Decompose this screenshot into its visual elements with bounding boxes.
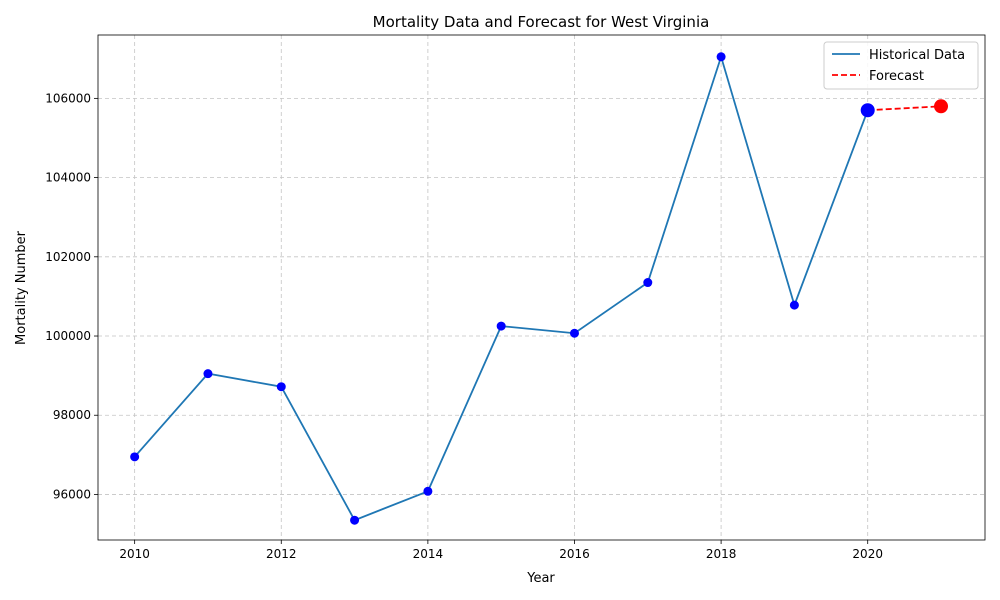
y-tick-label: 104000 (45, 171, 91, 185)
historical-data-point (203, 369, 213, 379)
plot-frame (97, 34, 986, 541)
legend: Historical Data Forecast (823, 41, 979, 90)
historical-data-point (569, 328, 579, 338)
x-tick-label: 2020 (852, 547, 883, 561)
x-axis-label: Year (526, 571, 555, 586)
y-tick-label: 102000 (45, 250, 91, 264)
y-tick-label: 96000 (53, 487, 91, 501)
chart-title: Mortality Data and Forecast for West Vir… (373, 13, 710, 31)
x-tick-label: 2012 (266, 547, 297, 561)
x-tick-label: 2010 (119, 547, 150, 561)
x-tick-label: 2016 (559, 547, 590, 561)
historical-data-point (496, 321, 506, 331)
legend-box (823, 41, 979, 90)
legend-forecast-label: Forecast (869, 69, 924, 84)
legend-historical-label: Historical Data (869, 48, 965, 63)
historical-data-point (276, 382, 286, 392)
historical-data-point (716, 52, 726, 62)
historical-data-point (423, 486, 433, 496)
forecast-line (867, 105, 942, 112)
historical-data-point (643, 278, 653, 288)
historical-data-point (350, 515, 360, 525)
y-axis-label: Mortality Number (14, 230, 29, 345)
historical-data-point (130, 452, 140, 462)
grid (98, 35, 985, 540)
x-tick-label: 2014 (413, 547, 444, 561)
highlight-point (860, 103, 875, 118)
historical-data-point (789, 300, 799, 310)
axis-ticks: 2010 2012 2014 2016 2018 2020 96000 98000 100000… (45, 91, 883, 561)
historical-data-line (133, 53, 869, 522)
highlight-point (934, 99, 949, 114)
x-tick-label: 2018 (706, 547, 737, 561)
y-tick-label: 106000 (45, 91, 91, 105)
data-points (130, 52, 949, 525)
y-tick-label: 100000 (45, 329, 91, 343)
y-tick-label: 98000 (53, 408, 91, 422)
series-lines (133, 53, 942, 522)
